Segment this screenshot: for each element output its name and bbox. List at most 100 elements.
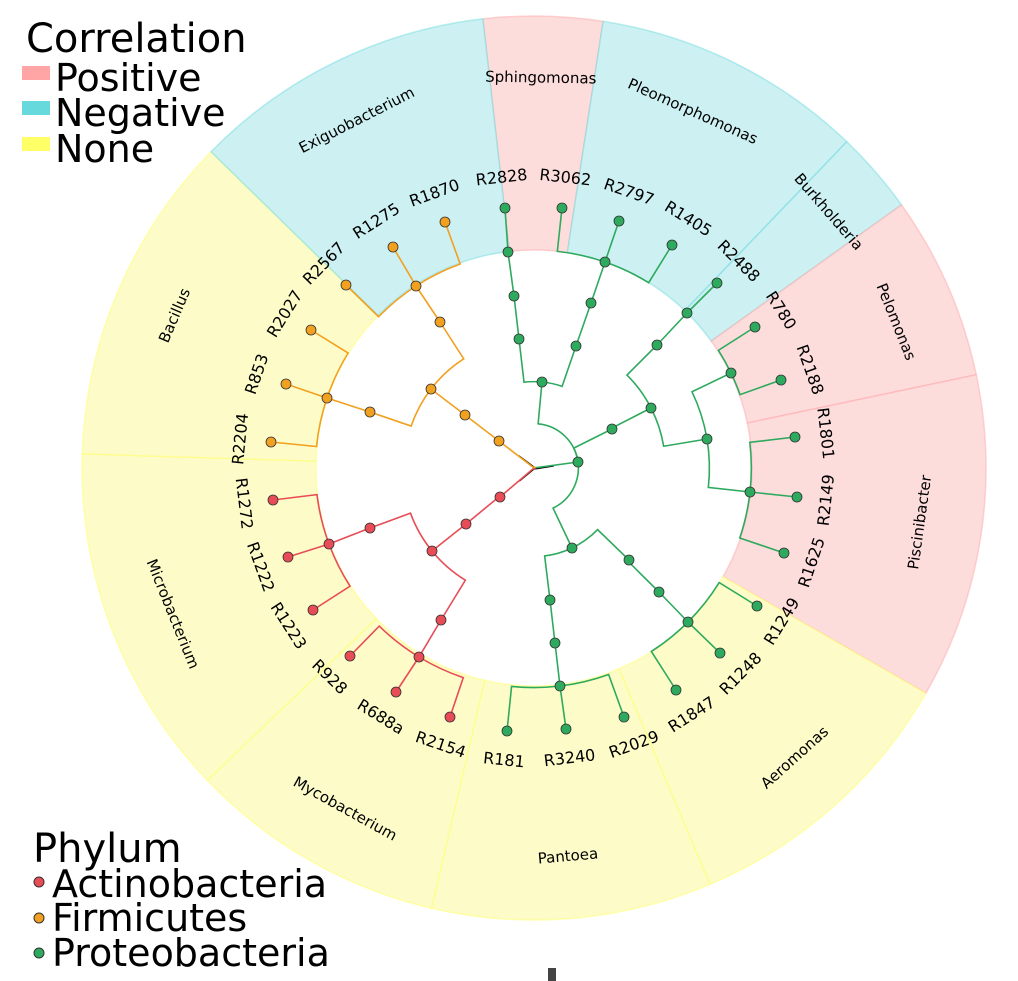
- internal-node: [364, 406, 376, 418]
- tip-node-r853: [280, 378, 292, 390]
- internal-node: [645, 402, 657, 414]
- branch-47: [418, 619, 442, 658]
- internal-node: [410, 280, 422, 292]
- internal-node: [570, 340, 582, 352]
- phylum-legend-title: Phylum: [33, 826, 182, 872]
- branch-44: [287, 543, 330, 558]
- internal-node: [413, 651, 425, 663]
- genus-label-pantoea: Pantoea: [537, 844, 599, 867]
- internal-node: [494, 491, 506, 503]
- internal-node: [572, 456, 584, 468]
- branch-7: [575, 302, 592, 347]
- tip-node-r181: [501, 725, 513, 737]
- branch-52: [464, 414, 500, 442]
- branch-2: [518, 338, 543, 384]
- firmicutes-dot: [33, 912, 45, 924]
- internal-node: [435, 614, 447, 626]
- branch-23: [749, 491, 798, 498]
- branch-4: [507, 251, 515, 297]
- tip-node-r1870: [439, 216, 451, 228]
- internal-node: [460, 518, 472, 530]
- branch-5: [504, 207, 509, 253]
- tip-node-r2204: [265, 436, 277, 448]
- internal-node: [554, 680, 566, 692]
- internal-node: [459, 409, 471, 421]
- sector-mycobacterium: [206, 617, 486, 910]
- branch-27: [626, 559, 660, 593]
- branch-16: [686, 282, 718, 314]
- tip-node-r1249: [751, 600, 763, 612]
- branch-59: [430, 321, 465, 390]
- actinobacteria-dot: [33, 876, 45, 888]
- internal-node: [364, 522, 376, 534]
- firmicutes-label: Firmicutes: [52, 896, 247, 940]
- branch-46: [431, 550, 467, 621]
- tip-node-r2154: [444, 711, 456, 723]
- tip-node-r780: [749, 321, 761, 333]
- branch-30: [687, 621, 721, 654]
- tip-node-r2567: [340, 279, 352, 291]
- internal-node: [651, 339, 663, 351]
- negative-swatch: [22, 101, 50, 115]
- tip-node-r1801: [789, 431, 801, 443]
- branch-38: [499, 467, 536, 498]
- branch-34: [554, 642, 561, 687]
- branch-28: [658, 591, 689, 623]
- tip-node-r1223: [307, 604, 319, 616]
- branch-32: [543, 547, 573, 601]
- internal-node: [508, 290, 520, 302]
- branch-14: [625, 344, 658, 409]
- branch-39: [465, 495, 501, 525]
- tip-label-r181: R181: [482, 748, 525, 771]
- internal-node: [701, 433, 713, 445]
- tip-node-r2149: [791, 491, 803, 503]
- negative-label: Negative: [55, 91, 226, 135]
- branch-3: [513, 295, 520, 340]
- internal-node: [682, 616, 694, 628]
- branch-49: [395, 656, 420, 693]
- branch-60: [415, 285, 441, 323]
- branch-53: [430, 388, 466, 416]
- internal-node: [606, 423, 618, 435]
- sector-pantoea: [430, 667, 711, 921]
- correlation-legend: Correlation Positive Negative None: [22, 16, 247, 171]
- tip-node-r1625: [778, 547, 790, 559]
- correlation-legend-title: Correlation: [26, 16, 247, 62]
- internal-node: [426, 545, 438, 557]
- internal-node: [536, 376, 548, 388]
- tip-node-r2027: [305, 324, 317, 336]
- internal-node: [681, 307, 693, 319]
- tip-node-r3062: [556, 202, 568, 214]
- branch-42: [328, 527, 371, 545]
- none-label: None: [55, 127, 154, 171]
- internal-node: [549, 637, 561, 649]
- positive-label: Positive: [55, 56, 202, 100]
- tip-node-r2029: [618, 711, 630, 723]
- correlation-sectors: [81, 15, 987, 921]
- branch-57: [285, 383, 328, 399]
- internal-node: [493, 435, 505, 447]
- branch-26: [571, 528, 630, 561]
- internal-node: [725, 367, 737, 379]
- branch-17: [650, 407, 708, 448]
- internal-node: [544, 594, 556, 606]
- branch-62: [392, 246, 417, 287]
- internal-node: [513, 333, 525, 345]
- tip-node-r1847: [670, 684, 682, 696]
- branch-8: [590, 261, 606, 304]
- tip-node-r1275: [387, 241, 399, 253]
- tree-nodes: [265, 202, 803, 737]
- tip-node-r3240: [560, 723, 572, 735]
- tip-node-r2188: [775, 374, 787, 386]
- internal-node: [623, 554, 635, 566]
- branch-13: [610, 407, 652, 430]
- tip-node-r688a: [390, 686, 402, 698]
- phylum-legend: Phylum Actinobacteria Firmicutes Proteob…: [33, 826, 330, 975]
- tip-node-r2797: [613, 215, 625, 227]
- scroll-indicator: [548, 968, 556, 981]
- internal-node: [502, 246, 514, 258]
- branch-33: [549, 599, 556, 644]
- branch-51: [498, 440, 536, 469]
- proteobacteria-label: Proteobacteria: [52, 931, 330, 975]
